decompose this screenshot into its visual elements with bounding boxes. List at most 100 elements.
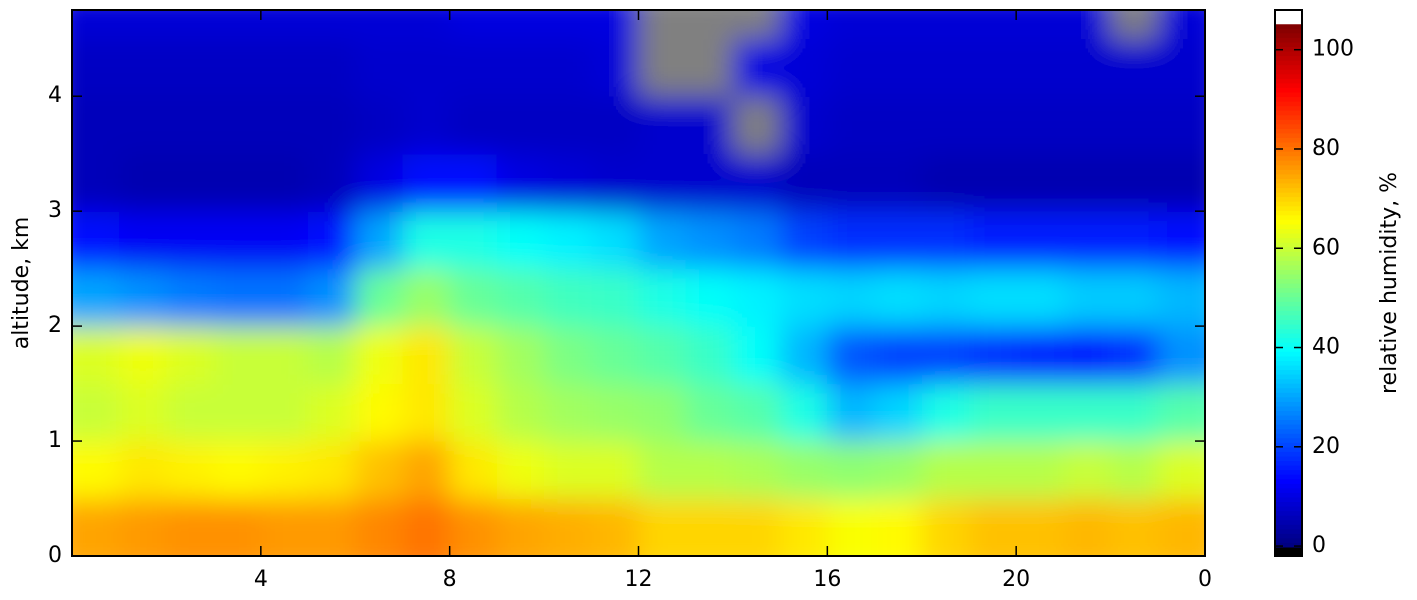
- heatmap-cell: [166, 326, 215, 385]
- heatmap-cell: [1157, 10, 1205, 40]
- heatmap-cell: [213, 441, 262, 500]
- colorbar-swatch: [1275, 228, 1302, 234]
- heatmap-cell: [496, 211, 545, 270]
- x-tick-label: 16: [813, 567, 841, 592]
- heatmap-cell: [449, 268, 498, 327]
- heatmap-cell: [72, 10, 120, 40]
- heatmap-cell: [544, 10, 592, 40]
- colorbar-swatch: [1275, 78, 1302, 84]
- y-tick-label: 3: [48, 198, 62, 223]
- heatmap-cell: [732, 268, 781, 327]
- colorbar-swatch: [1275, 323, 1302, 330]
- heatmap-cell: [119, 211, 167, 270]
- colorbar-swatch: [1275, 542, 1302, 548]
- heatmap-cell: [213, 38, 262, 97]
- colorbar-swatch: [1275, 360, 1302, 366]
- colorbar-swatch: [1275, 246, 1302, 252]
- heatmap-cell: [355, 96, 403, 155]
- heatmap-cell: [402, 268, 451, 327]
- heatmap-cell: [591, 10, 639, 40]
- heatmap-cell: [968, 38, 1017, 97]
- heatmap-cell: [591, 441, 639, 500]
- heatmap-cell: [827, 441, 876, 500]
- heatmap-cell: [591, 96, 639, 155]
- heatmap-cell: [685, 268, 734, 327]
- colorbar-swatch: [1275, 524, 1302, 530]
- colorbar-swatch: [1275, 287, 1302, 293]
- heatmap-cell: [402, 38, 451, 97]
- heatmap-cell: [732, 38, 781, 97]
- heatmap-cell: [638, 211, 687, 270]
- colorbar-swatch: [1275, 201, 1302, 207]
- heatmap-cell: [1063, 38, 1112, 97]
- colorbar-swatch: [1275, 505, 1302, 512]
- colorbar-swatch: [1275, 369, 1302, 375]
- colorbar-swatch: [1275, 96, 1302, 102]
- heatmap-cell: [685, 211, 734, 270]
- heatmap-cell: [780, 96, 828, 155]
- colorbar-swatch: [1275, 374, 1302, 380]
- heatmap-cell: [72, 38, 120, 97]
- colorbar-tick-label: 100: [1312, 37, 1354, 62]
- heatmap-cell: [1110, 268, 1159, 327]
- heatmap-cell: [308, 153, 356, 212]
- heatmap-cell: [968, 268, 1017, 327]
- heatmap-cell: [827, 383, 876, 442]
- colorbar-swatch: [1275, 91, 1302, 98]
- colorbar-swatch: [1275, 41, 1302, 47]
- heatmap-cell: [119, 441, 167, 500]
- heatmap-cells: [72, 10, 1205, 556]
- colorbar-swatch: [1275, 342, 1302, 348]
- colorbar-swatch: [1275, 232, 1302, 239]
- colorbar-swatch: [1275, 337, 1302, 343]
- colorbar-swatch: [1275, 269, 1302, 275]
- heatmap-cell: [685, 498, 734, 556]
- colorbar-swatch: [1275, 114, 1302, 120]
- colorbar-swatch: [1275, 151, 1302, 157]
- colorbar-swatch: [1275, 437, 1302, 443]
- colorbar-swatch: [1275, 301, 1302, 307]
- heatmap-cell: [1110, 38, 1159, 97]
- heatmap-cell: [685, 153, 734, 212]
- heatmap-cell: [308, 10, 356, 40]
- heatmap-cell: [260, 268, 309, 327]
- heatmap-cell: [496, 10, 545, 40]
- x-tick-label: 0: [1198, 567, 1212, 592]
- heatmap-cell: [355, 10, 403, 40]
- heatmap-cell: [780, 326, 828, 385]
- colorbar-swatch: [1275, 319, 1302, 325]
- colorbar-swatch: [1275, 433, 1302, 439]
- heatmap-cell: [496, 441, 545, 500]
- heatmap-cell: [732, 153, 781, 212]
- colorbar-swatch: [1275, 273, 1302, 280]
- colorbar-swatch: [1275, 128, 1302, 134]
- x-tick-label: 12: [625, 567, 653, 592]
- heatmap-cell: [308, 383, 356, 442]
- heatmap-cell: [827, 268, 876, 327]
- heatmap-cell: [968, 498, 1017, 556]
- colorbar-swatch: [1275, 169, 1302, 175]
- heatmap-cell: [72, 441, 120, 500]
- y-tick-label: 4: [48, 83, 62, 108]
- colorbar-swatch: [1275, 219, 1302, 225]
- heatmap-cell: [874, 96, 923, 155]
- heatmap-cell: [685, 383, 734, 442]
- heatmap-cell: [544, 211, 592, 270]
- heatmap-cell: [72, 498, 120, 556]
- heatmap-cell: [1157, 268, 1205, 327]
- heatmap-cell: [732, 211, 781, 270]
- heatmap-cell: [72, 268, 120, 327]
- heatmap-cell: [1016, 383, 1064, 442]
- heatmap-cell: [1157, 38, 1205, 97]
- heatmap-cell: [874, 268, 923, 327]
- colorbar-swatch: [1275, 73, 1302, 79]
- colorbar-tick-label: 20: [1312, 434, 1340, 459]
- heatmap-cell: [402, 441, 451, 500]
- heatmap-cell: [874, 211, 923, 270]
- heatmap-cell: [1063, 441, 1112, 500]
- heatmap-cell: [921, 441, 970, 500]
- heatmap-cell: [1157, 96, 1205, 155]
- heatmap-cell: [166, 498, 215, 556]
- colorbar-swatch: [1275, 446, 1302, 452]
- colorbar-tick-label: 40: [1312, 335, 1340, 360]
